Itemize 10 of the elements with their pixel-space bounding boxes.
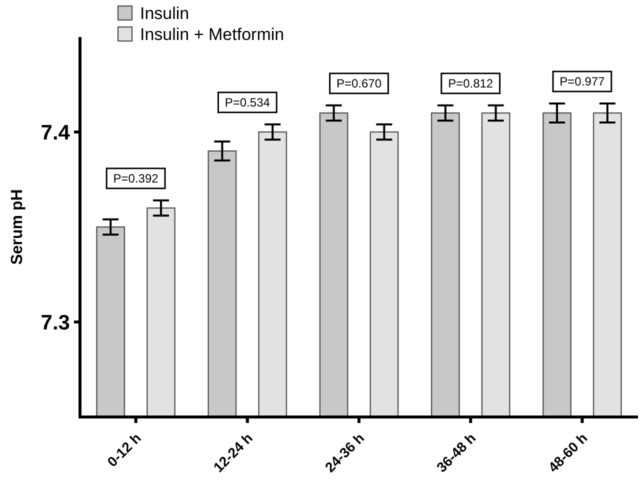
legend-label: Insulin + Metformin — [140, 24, 284, 44]
y-tick-label: 7.4 — [40, 121, 70, 144]
y-axis-title: Serum pH — [9, 189, 26, 265]
annotation: P=0.977 — [560, 74, 606, 89]
annotation: P=0.812 — [448, 76, 494, 91]
annotation: P=0.392 — [113, 172, 159, 186]
y-tick-label: 7.3 — [40, 311, 70, 334]
annotation: P=0.670 — [336, 76, 382, 91]
annotation: P=0.534 — [224, 96, 270, 110]
legend-label: Insulin — [140, 4, 190, 23]
